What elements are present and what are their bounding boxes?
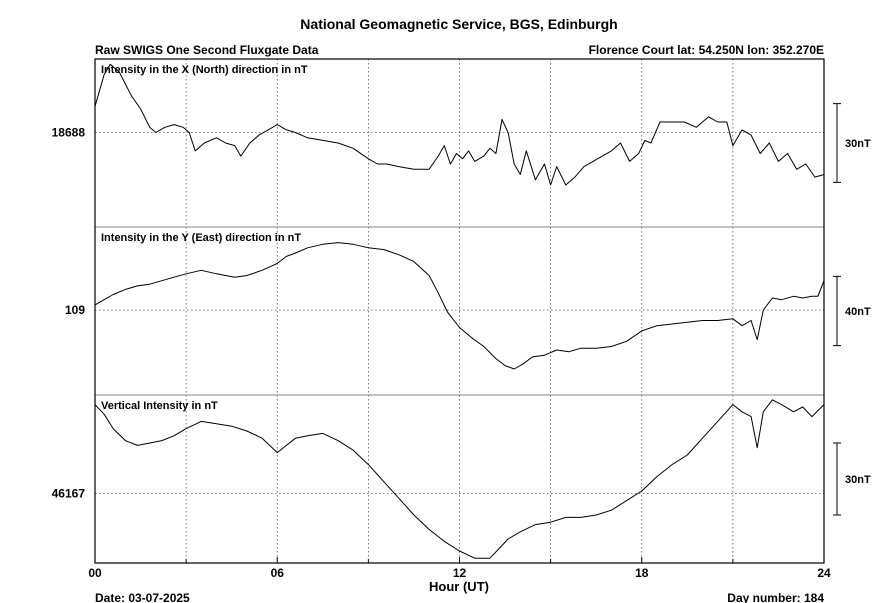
chart-subtitle-left: Raw SWIGS One Second Fluxgate Data [95, 43, 319, 57]
date-label: Date: 03-07-2025 [95, 591, 190, 603]
series-line [94, 242, 825, 370]
x-tick-label: 24 [817, 566, 831, 580]
chart-title: National Geomagnetic Service, BGS, Edinb… [300, 16, 617, 32]
x-axis-label: Hour (UT) [429, 579, 489, 594]
panel-3: Vertical Intensity in nT 46167 30nT [52, 394, 871, 563]
series-line [94, 399, 825, 559]
x-tick-label: 18 [635, 566, 649, 580]
x-axis-ticks: 00 06 12 18 24 [88, 557, 831, 580]
x-tick-label: 00 [88, 566, 102, 580]
x-tick-label: 12 [453, 566, 467, 580]
y-reference-label: 18688 [52, 126, 86, 140]
scale-bar-label: 40nT [845, 306, 871, 318]
panels-layer: Intensity in the X (North) direction in … [52, 59, 871, 563]
panel-2: Intensity in the Y (East) direction in n… [65, 226, 871, 395]
panel-1: Intensity in the X (North) direction in … [52, 59, 871, 227]
panel-title: Intensity in the Y (East) direction in n… [101, 232, 301, 244]
scale-bar-label: 30nT [845, 138, 871, 150]
panel-title: Vertical Intensity in nT [101, 400, 218, 412]
series-line [94, 63, 825, 186]
panel-title: Intensity in the X (North) direction in … [101, 64, 308, 76]
x-tick-label: 06 [271, 566, 285, 580]
scale-bar-label: 30nT [845, 474, 871, 486]
day-number-label: Day number: 184 [727, 591, 824, 603]
y-reference-label: 46167 [52, 486, 86, 500]
chart-subtitle-right: Florence Court lat: 54.250N lon: 352.270… [589, 43, 824, 57]
y-reference-label: 109 [65, 303, 85, 317]
